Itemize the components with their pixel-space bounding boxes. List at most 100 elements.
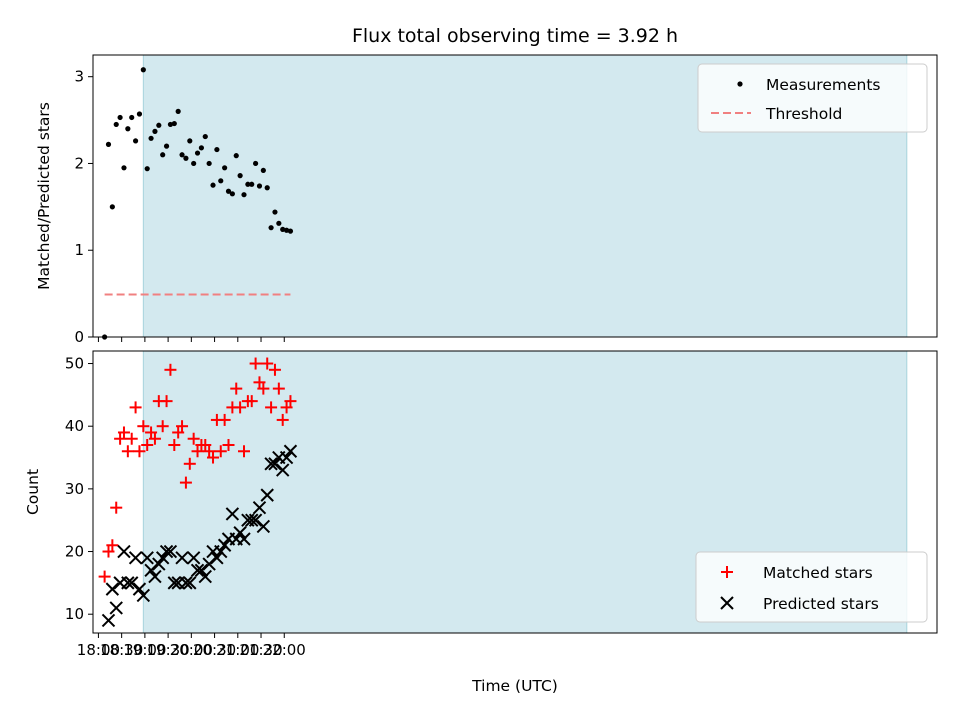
y-tick-label: 50 bbox=[65, 355, 84, 373]
legend-measurements-marker bbox=[737, 81, 743, 87]
predicted-star-point bbox=[279, 450, 294, 465]
matched-star-point bbox=[284, 395, 297, 408]
legend-predicted-marker bbox=[720, 596, 734, 610]
matched-star-point bbox=[207, 451, 220, 464]
count-axes-frame bbox=[92, 350, 938, 634]
predicted-star-point bbox=[117, 544, 131, 559]
matched-star-point bbox=[102, 545, 115, 558]
y-tick-label: 1 bbox=[74, 241, 84, 259]
matched-star-point bbox=[272, 382, 285, 395]
measurement-point bbox=[125, 126, 131, 132]
x-tick-label: 18:00 bbox=[77, 641, 120, 659]
predicted-star-point bbox=[136, 588, 151, 603]
measurement-point bbox=[264, 185, 270, 191]
matched-star-point bbox=[249, 357, 262, 370]
predicted-star-point bbox=[268, 457, 282, 471]
predicted-star-point bbox=[155, 551, 170, 565]
predicted-star-point bbox=[217, 538, 232, 552]
measurement-point bbox=[214, 146, 220, 153]
matched-star-point bbox=[218, 413, 231, 426]
matched-star-point bbox=[261, 357, 274, 370]
predicted-star-point bbox=[101, 613, 116, 628]
matched-star-point bbox=[121, 445, 134, 458]
predicted-star-point bbox=[128, 551, 143, 565]
measurement-point bbox=[206, 160, 212, 167]
predicted-star-point bbox=[105, 582, 120, 596]
measurement-point bbox=[156, 122, 162, 128]
matched-star-point bbox=[230, 382, 243, 395]
predicted-star-point bbox=[167, 576, 182, 590]
measurement-point bbox=[225, 188, 232, 194]
predicted-star-point bbox=[163, 544, 178, 559]
count-legend: Matched stars Predicted stars bbox=[695, 551, 928, 623]
matched-star-point bbox=[117, 426, 130, 439]
predicted-star-point bbox=[152, 557, 166, 571]
legend-measurements-label: Measurements bbox=[766, 76, 881, 94]
matched-star-point bbox=[276, 413, 289, 426]
measurement-point bbox=[249, 181, 255, 187]
ratio-axes-frame bbox=[92, 54, 938, 338]
count-panel: 10 20 30 40 50 18:0018:3019:0019:3020:0020:3… bbox=[24, 350, 938, 695]
measurement-point bbox=[121, 165, 127, 171]
predicted-star-point bbox=[194, 563, 209, 578]
measurement-point bbox=[140, 67, 146, 73]
measurement-point bbox=[256, 183, 263, 189]
matched-star-point bbox=[160, 395, 173, 408]
predicted-star-point bbox=[183, 576, 197, 590]
matched-star-point bbox=[133, 445, 146, 458]
predicted-star-point bbox=[252, 500, 267, 515]
y-tick-label: 30 bbox=[65, 480, 84, 498]
measurement-point bbox=[268, 225, 274, 231]
measurement-point bbox=[272, 209, 278, 215]
measurement-point bbox=[245, 181, 251, 187]
measurement-point bbox=[105, 141, 112, 147]
legend-matched-label: Matched stars bbox=[763, 564, 873, 582]
matched-star-point bbox=[168, 439, 181, 451]
matched-star-point bbox=[257, 382, 270, 395]
time-x-ticks: 18:0018:3019:0019:3020:0020:3021:0021:30… bbox=[77, 633, 306, 659]
measurement-point bbox=[283, 227, 290, 233]
predicted-star-point bbox=[125, 576, 139, 590]
ratio-x-ticks bbox=[97, 337, 285, 342]
matched-star-point bbox=[156, 420, 169, 433]
y-tick-label: 10 bbox=[65, 605, 84, 623]
x-tick-label: 22:00 bbox=[263, 641, 306, 659]
matched-star-point bbox=[110, 501, 123, 514]
measurement-point bbox=[198, 145, 205, 151]
measurement-point bbox=[276, 220, 282, 226]
measurement-point bbox=[287, 228, 294, 234]
measurement-point bbox=[152, 128, 158, 134]
ratio-panel: 0 1 2 3 Matched/Predicted stars Measurement… bbox=[35, 54, 938, 346]
matched-star-point bbox=[214, 445, 227, 458]
ratio-y-axis-label: Matched/Predicted stars bbox=[35, 102, 53, 290]
matched-star-point bbox=[145, 426, 158, 439]
predicted-star-point bbox=[214, 544, 228, 559]
measurement-point bbox=[280, 226, 286, 233]
predicted-stars-points bbox=[101, 444, 298, 628]
measurement-point bbox=[163, 143, 170, 149]
matched-star-point bbox=[253, 376, 266, 389]
matched-star-point bbox=[179, 476, 192, 489]
measurement-point bbox=[113, 121, 119, 128]
predicted-star-point bbox=[190, 563, 205, 578]
count-y-ticks: 10 20 30 40 50 bbox=[65, 355, 93, 623]
measurement-point bbox=[129, 114, 135, 121]
measurement-point bbox=[171, 120, 177, 127]
matched-star-point bbox=[137, 420, 150, 433]
matched-star-point bbox=[187, 432, 200, 445]
predicted-star-point bbox=[140, 551, 154, 565]
legend-threshold-label: Threshold bbox=[765, 105, 842, 123]
measurement-point bbox=[136, 111, 143, 117]
legend-matched-marker bbox=[721, 566, 733, 578]
y-tick-label: 20 bbox=[65, 543, 84, 561]
predicted-star-point bbox=[283, 444, 298, 458]
chart-title: Flux total observing time = 3.92 h bbox=[352, 25, 678, 47]
measurement-point bbox=[260, 167, 266, 174]
matched-star-point bbox=[183, 457, 196, 470]
predicted-star-point bbox=[198, 569, 212, 584]
matched-star-point bbox=[245, 395, 258, 408]
matched-star-point bbox=[191, 445, 204, 458]
x-tick-label: 19:30 bbox=[146, 641, 189, 659]
measurement-point bbox=[132, 138, 139, 144]
